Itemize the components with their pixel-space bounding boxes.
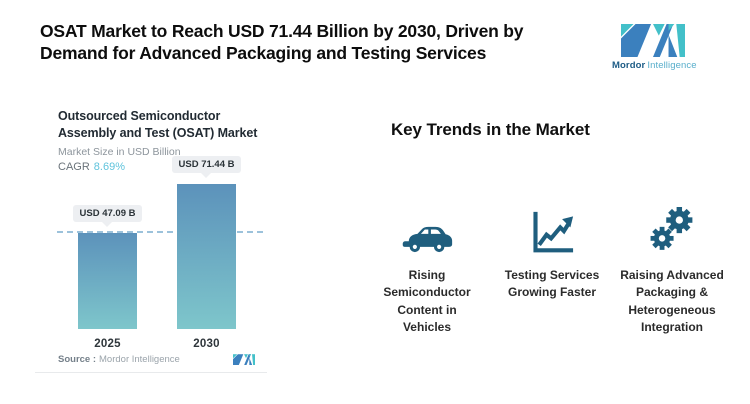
car-icon (357, 203, 497, 255)
brand-name-mordor: Mordor (612, 60, 646, 71)
chart-header: Outsourced Semiconductor Assembly and Te… (58, 108, 259, 173)
axis-label: 2025 (94, 338, 121, 350)
cagr-label: CAGR (58, 160, 90, 173)
bar-value-label: USD 47.09 B (79, 208, 136, 219)
bar-chart: USD 47.09 B USD 71.44 B 2025 2030 (35, 100, 267, 372)
brand-name: Mordor Intelligence (612, 60, 697, 71)
trend-label: Raising Advanced Packaging & Heterogeneo… (620, 268, 724, 335)
gears-icon (602, 203, 742, 255)
bar-value-pill: USD 71.44 B (171, 156, 242, 173)
trend-item: Raising Advanced Packaging & Heterogeneo… (602, 203, 742, 337)
trend-item: Testing Services Growing Faster (482, 203, 622, 302)
source-row: Source : Mordor Intelligence (58, 354, 255, 366)
source-value: Mordor Intelligence (99, 353, 180, 365)
source-text: Source : Mordor Intelligence (58, 354, 180, 365)
line-chart-icon (482, 203, 622, 255)
chart-panel: Outsourced Semiconductor Assembly and Te… (35, 100, 267, 373)
chart-title: Outsourced Semiconductor Assembly and Te… (58, 109, 258, 140)
brand-logo: Mordor Intelligence (612, 24, 697, 71)
trend-label: Testing Services Growing Faster (504, 268, 600, 300)
reference-line (57, 231, 263, 233)
mordor-intelligence-logo-icon (619, 24, 687, 57)
chart-bar (78, 233, 137, 329)
bar-value-pill: USD 47.09 B (72, 205, 143, 222)
source-label: Source : (58, 353, 97, 365)
brand-name-intelligence: Intelligence (647, 60, 697, 71)
chart-subtitle: Market Size in USD Billion (58, 145, 181, 158)
page-title: OSAT Market to Reach USD 71.44 Billion b… (40, 21, 524, 63)
chart-bar (177, 184, 236, 329)
mordor-intelligence-mini-logo-icon (233, 354, 255, 366)
cagr-value: 8.69% (93, 160, 125, 173)
chart-cagr: CAGR 8.69% (58, 161, 259, 173)
trend-label: Rising Semiconductor Content in Vehicles (383, 268, 471, 335)
trend-item: Rising Semiconductor Content in Vehicles (357, 203, 497, 337)
trends-heading: Key Trends in the Market (391, 120, 590, 139)
axis-label: 2030 (193, 338, 220, 350)
bar-value-label: USD 71.44 B (178, 159, 235, 170)
